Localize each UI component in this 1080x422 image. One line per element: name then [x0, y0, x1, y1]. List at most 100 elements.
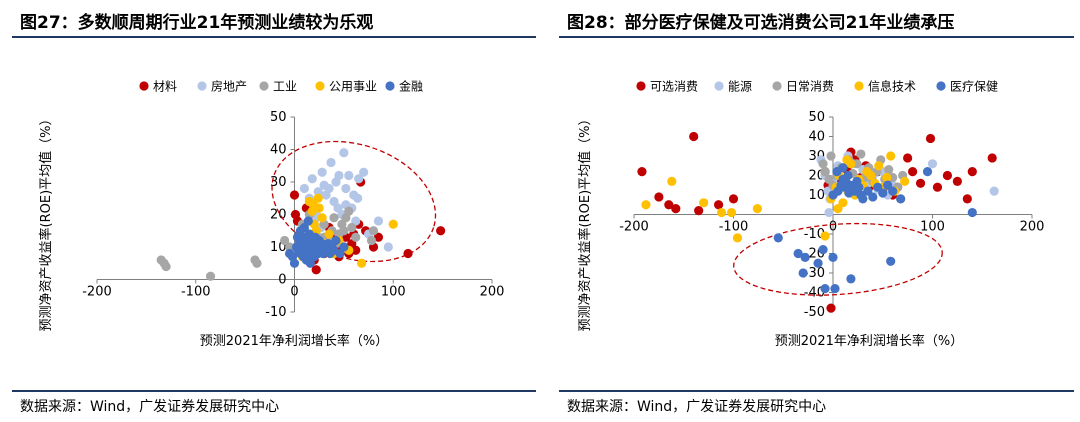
- data-point-1: [942, 170, 953, 181]
- x-tick-label: 100: [381, 285, 406, 300]
- data-point-4: [313, 193, 323, 203]
- data-point-2: [339, 148, 349, 158]
- data-point-5: [922, 167, 933, 177]
- data-point-1: [689, 131, 699, 142]
- data-point-3: [826, 151, 836, 161]
- legend-marker-1: [636, 81, 646, 91]
- legend-marker-3: [259, 81, 269, 91]
- data-point-2: [317, 167, 327, 177]
- legend-label-3: 日常消费: [786, 80, 834, 94]
- data-point-3: [284, 242, 295, 252]
- y-tick-label: 20: [270, 208, 287, 223]
- data-point-2: [824, 207, 834, 218]
- data-point-4: [833, 204, 843, 214]
- data-point-4: [752, 204, 762, 214]
- data-point-3: [347, 222, 357, 233]
- data-point-2: [989, 186, 999, 196]
- y-tick-label: 50: [808, 110, 825, 125]
- data-point-2: [324, 183, 334, 194]
- data-point-1: [436, 226, 446, 236]
- data-point-4: [699, 198, 709, 208]
- data-point-4: [308, 200, 318, 210]
- data-point-3: [252, 258, 262, 268]
- data-point-1: [289, 190, 300, 200]
- data-point-2: [341, 183, 351, 194]
- figure-28-title-rule: [559, 36, 1074, 38]
- data-point-4: [886, 151, 896, 161]
- y-tick-label: 10: [808, 188, 825, 203]
- figure-27-source-note: 数据来源：Wind，广发证券发展研究中心: [20, 399, 280, 415]
- x-tick-label: -200: [82, 285, 112, 300]
- data-point-1: [908, 167, 918, 177]
- data-point-3: [884, 165, 894, 175]
- legend-label-5: 金融: [399, 79, 423, 94]
- legend-label-4: 公用事业: [329, 80, 377, 94]
- data-point-5: [800, 252, 810, 262]
- data-point-5: [292, 232, 303, 242]
- data-point-5: [967, 207, 977, 218]
- data-point-3: [368, 226, 379, 236]
- figure-27-panel: 图27：多数顺周期行业21年预测业绩较为乐观 -200 -100 0 100 200 -1…: [12, 0, 536, 422]
- data-point-1: [637, 167, 647, 177]
- data-point-5: [289, 258, 300, 268]
- data-point-5: [793, 248, 803, 259]
- data-point-2: [927, 159, 938, 169]
- y-tick-label: -10: [804, 227, 825, 242]
- data-point-1: [664, 200, 674, 210]
- data-point-5: [828, 252, 838, 262]
- data-point-1: [671, 204, 681, 214]
- data-point-1: [903, 153, 913, 163]
- data-point-4: [846, 159, 856, 169]
- x-tick-label: 100: [920, 220, 945, 235]
- x-tick-label: 200: [1020, 220, 1045, 235]
- legend-marker-3: [772, 81, 782, 91]
- data-point-3: [366, 235, 377, 246]
- y-tick-label: -40: [804, 286, 825, 301]
- x-axis-title: 预测2021年净利润增长率（%）: [200, 333, 388, 349]
- figure-27-source-rule: [12, 390, 536, 392]
- x-tick-label: 0: [829, 220, 837, 235]
- data-point-5: [305, 258, 315, 268]
- legend-marker-4: [315, 81, 325, 91]
- data-point-3: [351, 232, 361, 242]
- data-point-1: [987, 153, 997, 163]
- data-point-5: [818, 245, 828, 255]
- legend-marker-2: [714, 81, 724, 91]
- data-point-3: [818, 159, 828, 169]
- data-point-1: [932, 182, 943, 192]
- data-point-4: [732, 233, 743, 243]
- data-point-5: [878, 188, 888, 198]
- data-point-4: [716, 207, 727, 218]
- data-point-4: [900, 176, 910, 186]
- figure-28-panel: 图28：部分医疗保健及可选消费公司21年业绩承压 -200 -100 0 100 200…: [559, 0, 1074, 422]
- data-point-5: [846, 274, 856, 284]
- data-point-4: [874, 161, 884, 171]
- highlight-region-ellipse: [733, 222, 943, 296]
- x-tick-label: 200: [480, 285, 505, 300]
- data-point-1: [915, 178, 926, 188]
- data-point-5: [798, 268, 808, 278]
- data-point-2: [344, 170, 354, 181]
- data-point-2: [307, 174, 317, 184]
- data-point-4: [641, 200, 651, 210]
- data-point-2: [313, 187, 323, 197]
- legend-label-3: 工业: [273, 80, 297, 94]
- y-axis-title: 预测净资产收益率(ROE)平均值（%）: [38, 113, 54, 332]
- data-point-1: [728, 194, 739, 204]
- legend-label-1: 可选消费: [650, 80, 698, 94]
- data-point-5: [896, 194, 906, 204]
- data-point-5: [813, 258, 823, 268]
- y-tick-label: -10: [265, 305, 286, 320]
- legend-marker-1: [139, 81, 149, 91]
- data-point-2: [299, 183, 309, 194]
- data-point-1: [311, 265, 321, 275]
- data-point-5: [832, 167, 842, 177]
- data-point-2: [359, 167, 369, 177]
- data-point-4: [726, 207, 737, 218]
- data-point-5: [858, 194, 868, 204]
- data-point-1: [952, 176, 962, 186]
- legend-label-5: 医疗保健: [950, 80, 998, 94]
- data-point-4: [324, 229, 334, 239]
- legend-marker-4: [854, 81, 864, 91]
- data-point-5: [339, 242, 349, 252]
